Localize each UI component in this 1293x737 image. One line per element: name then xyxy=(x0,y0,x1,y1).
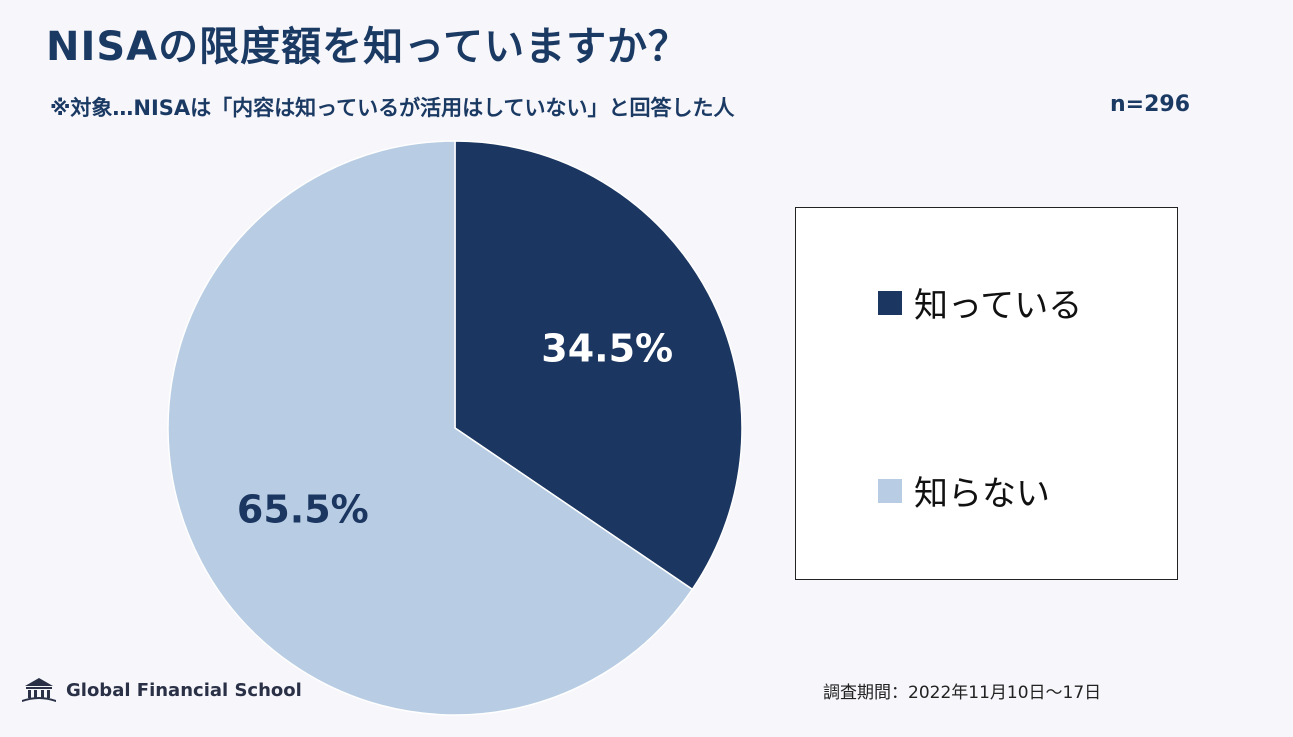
sample-size: n=296 xyxy=(1110,92,1191,117)
pie-slice-known xyxy=(454,140,743,591)
page-title: NISAの限度額を知っていますか？ xyxy=(46,24,690,70)
legend-swatch-unknown xyxy=(878,478,902,503)
school-building-icon xyxy=(22,678,56,702)
pie-label-known: 34.5% xyxy=(541,326,673,370)
pie-slices xyxy=(167,140,743,716)
legend-swatch-known xyxy=(878,290,902,315)
pie-label-unknown: 65.5% xyxy=(237,488,369,532)
logo: Global Financial School xyxy=(20,676,302,704)
pie-labels: 34.5% 65.5% xyxy=(237,326,673,531)
legend-label-known: 知っている xyxy=(914,286,1083,326)
logo-text: Global Financial School xyxy=(66,679,302,701)
survey-period: 調査期間：2022年11月10日～17日 xyxy=(823,683,1102,703)
chart-legend: 知っている 知らない xyxy=(795,207,1178,580)
pie-slice-unknown xyxy=(167,140,694,716)
legend-label-unknown: 知らない xyxy=(914,474,1050,514)
chart-subtitle: ※対象…NISAは「内容は知っているが活用はしていない」と回答した人 xyxy=(50,96,735,120)
legend-item-unknown: 知らない xyxy=(878,466,1050,515)
legend-item-known: 知っている xyxy=(878,278,1082,327)
